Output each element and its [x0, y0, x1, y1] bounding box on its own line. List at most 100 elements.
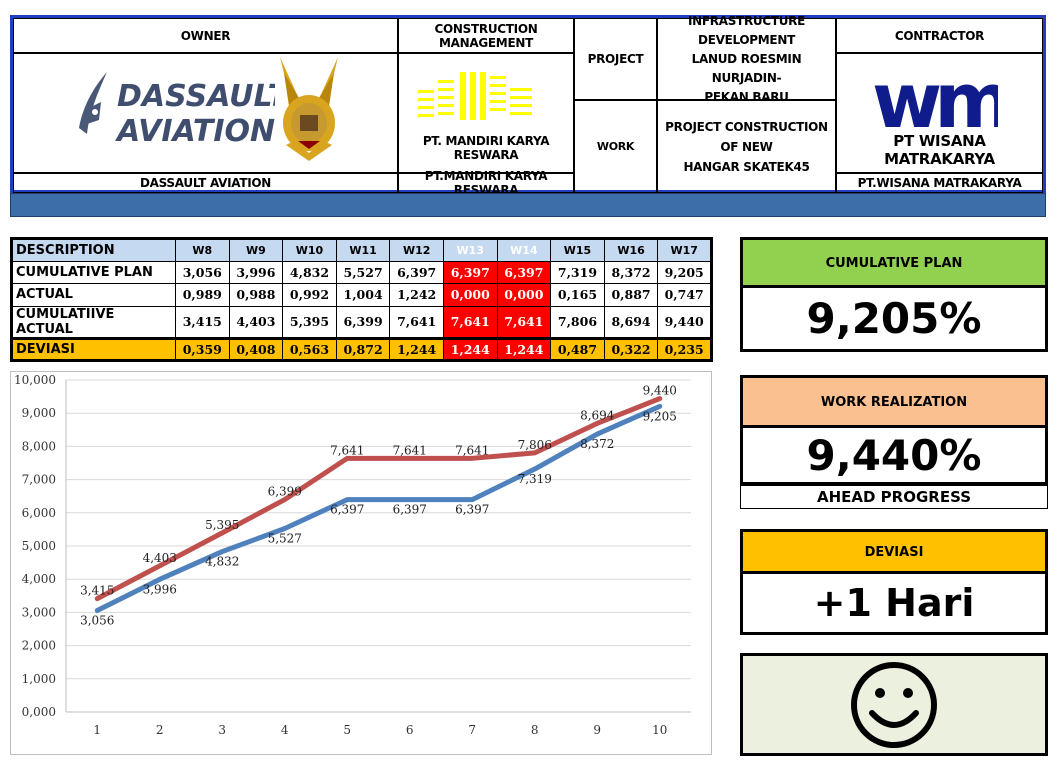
x-tick-label: 10 [652, 723, 667, 737]
week-header: W9 [228, 238, 284, 262]
cumulative-plan-value: 9,205% [740, 285, 1048, 352]
table-cell: 0,408 [228, 336, 284, 361]
table-cell: 0,563 [282, 336, 337, 361]
y-tick-label: 0,000 [22, 705, 56, 719]
table-cell: 1,244 [389, 336, 444, 361]
project-line-2: LANUD ROESMIN NURJADIN- [691, 51, 802, 85]
table-cell: 9,440 [657, 305, 712, 339]
table-cell: 3,996 [228, 260, 284, 284]
contractor-title: CONTRACTOR [836, 18, 1043, 53]
week-header: W14 [496, 238, 552, 262]
data-label: 7,641 [455, 443, 489, 457]
logo-wmk-text: wmk [872, 56, 998, 143]
cumulative-plan-title: CUMULATIVE PLAN [825, 256, 963, 271]
project-line-1: INFRASTRUCTURE DEVELOPMENT [687, 13, 806, 47]
table-cell: 0,359 [175, 336, 230, 361]
header-bar [10, 193, 1046, 217]
table-cell: 0,000 [442, 283, 498, 307]
week-header: W12 [389, 238, 444, 262]
work-realization-header: WORK REALIZATION [740, 375, 1048, 427]
table-cell: 0,235 [657, 336, 712, 361]
y-tick-label: 1,000 [22, 672, 56, 686]
data-label: 3,056 [80, 614, 114, 628]
x-tick-label: 5 [343, 723, 351, 737]
table-cell: 7,319 [550, 260, 605, 284]
data-label: 3,415 [80, 584, 114, 598]
progress-chart: 0,000 1,000 2,000 3,000 4,000 5,000 6,000 7,000… [10, 371, 712, 755]
contractor-logo-text: PT WISANA MATRAKARYA [884, 132, 995, 168]
table-cell: 0,887 [603, 283, 659, 307]
y-tick-label: 6,000 [22, 506, 56, 520]
row-label: CUMULATIIVE ACTUAL [11, 305, 176, 339]
cm-name: PT.MANDIRI KARYA RESWARA [398, 169, 574, 197]
data-label: 6,397 [393, 503, 427, 517]
table-cell: 4,403 [228, 305, 284, 339]
y-tick-label: 5,000 [22, 539, 56, 553]
contractor-name: PT.WISANA MATRAKARYA [836, 173, 1043, 193]
table-cell: 7,806 [550, 305, 605, 339]
deviasi-title: DEVIASI [864, 545, 924, 560]
table-cell: 5,527 [335, 260, 391, 284]
table-cell: 7,641 [496, 305, 552, 339]
x-tick-label: 4 [281, 723, 289, 737]
table-cell: 6,397 [389, 260, 444, 284]
week-header: W13 [442, 238, 498, 262]
project-label: PROJECT [574, 18, 657, 100]
progress-chart-svg: 0,000 1,000 2,000 3,000 4,000 5,000 6,000 7,000… [14, 373, 691, 737]
table-row-deviasi: DEVIASI 0,359 0,408 0,563 0,872 1,244 1,… [11, 336, 712, 361]
row-label: CUMULATIVE PLAN [11, 260, 176, 284]
table-cell: 7,641 [442, 305, 498, 339]
military-emblem-icon [280, 57, 338, 161]
work-line-1: PROJECT CONSTRUCTION OF NEW [665, 119, 828, 154]
data-label: 6,397 [455, 503, 489, 517]
logo-da-line-2: AVIATION [115, 114, 275, 148]
cm-logo-area: PT. MANDIRI KARYA RESWARA [398, 53, 574, 173]
x-tick-label: 9 [593, 723, 601, 737]
table-cell: 0,989 [175, 283, 230, 307]
table-cell: 6,397 [496, 260, 552, 284]
cm-logo-text: PT. MANDIRI KARYA RESWARA [422, 134, 550, 162]
smiley-face-icon [851, 661, 937, 748]
x-tick-label: 2 [156, 723, 164, 737]
data-label: 6,397 [330, 503, 364, 517]
deviasi-header: DEVIASI [740, 529, 1048, 573]
status-panel [740, 653, 1048, 756]
series-line-1 [94, 396, 663, 602]
table-cell: 0,988 [228, 283, 284, 307]
week-header: W15 [550, 238, 605, 262]
data-label: 4,832 [205, 555, 239, 569]
table-header-row: DESCRIPTION W8 W9 W10 W11 W12 W13 W14 W1… [11, 238, 712, 262]
week-header: W17 [657, 238, 712, 262]
data-label: 4,403 [143, 551, 177, 565]
table-cell: 1,244 [442, 336, 498, 361]
row-label: DEVIASI [11, 336, 176, 361]
week-header: W11 [335, 238, 391, 262]
week-header: W16 [603, 238, 659, 262]
table-cell: 8,372 [603, 260, 659, 284]
work-line-2: HANGAR SKATEK45 [683, 159, 810, 174]
table-cell: 0,000 [496, 283, 552, 307]
y-tick-label: 4,000 [22, 572, 56, 586]
work-label: WORK [574, 100, 657, 193]
data-label: 7,806 [518, 438, 552, 452]
table-row-actual: ACTUAL 0,989 0,988 0,992 1,004 1,242 0,0… [11, 283, 712, 307]
table-cell: 7,641 [389, 305, 444, 339]
table-cell: 4,832 [282, 260, 337, 284]
ahead-progress-label: AHEAD PROGRESS [740, 485, 1048, 509]
data-label: 9,440 [643, 384, 677, 398]
data-label: 5,395 [205, 518, 239, 532]
data-label: 9,205 [643, 409, 677, 423]
progress-table: DESCRIPTION W8 W9 W10 W11 W12 W13 W14 W1… [10, 237, 713, 362]
table-cell: 0,747 [657, 283, 712, 307]
table-cell: 0,992 [282, 283, 337, 307]
y-tick-label: 8,000 [22, 439, 56, 453]
table-cell: 6,397 [442, 260, 498, 284]
work-realization-value: 9,440% [740, 425, 1048, 485]
contractor-logo-area: PT WISANA MATRAKARYA [836, 53, 1043, 173]
table-cell: 1,004 [335, 283, 391, 307]
cumulative-plan-header: CUMULATIVE PLAN [740, 237, 1048, 287]
y-tick-label: 2,000 [22, 639, 56, 653]
table-cell: 1,244 [496, 336, 552, 361]
mandiri-karya-logo [418, 72, 532, 120]
table-row-cumulative-actual: CUMULATIIVE ACTUAL 3,415 4,403 5,395 6,3… [11, 305, 712, 339]
